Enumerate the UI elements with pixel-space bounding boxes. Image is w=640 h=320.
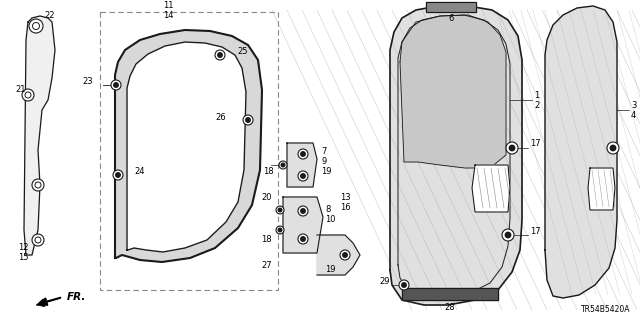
- Text: 9: 9: [321, 157, 326, 166]
- Circle shape: [298, 206, 308, 216]
- Circle shape: [402, 283, 406, 287]
- Polygon shape: [287, 143, 317, 187]
- Text: 14: 14: [163, 12, 173, 20]
- Text: 20: 20: [262, 194, 272, 203]
- Polygon shape: [283, 197, 323, 253]
- Polygon shape: [115, 30, 262, 262]
- Circle shape: [276, 206, 284, 214]
- Circle shape: [301, 237, 305, 241]
- Circle shape: [281, 163, 285, 167]
- Text: 7: 7: [321, 148, 326, 156]
- Circle shape: [278, 208, 282, 212]
- Text: 18: 18: [264, 167, 274, 177]
- Circle shape: [301, 174, 305, 178]
- Circle shape: [607, 142, 619, 154]
- Circle shape: [114, 83, 118, 87]
- Circle shape: [22, 89, 34, 101]
- Text: 6: 6: [448, 14, 454, 23]
- Text: TR54B5420A: TR54B5420A: [580, 305, 630, 314]
- Polygon shape: [400, 15, 506, 168]
- Polygon shape: [390, 6, 522, 305]
- Text: 26: 26: [216, 114, 226, 123]
- Circle shape: [25, 92, 31, 98]
- Text: 19: 19: [321, 167, 332, 177]
- Bar: [100, 12, 278, 290]
- Text: 24: 24: [134, 167, 145, 177]
- Text: 21: 21: [15, 85, 26, 94]
- Circle shape: [32, 234, 44, 246]
- Circle shape: [215, 50, 225, 60]
- Text: 3: 3: [631, 101, 636, 110]
- Circle shape: [218, 53, 222, 57]
- Circle shape: [116, 173, 120, 177]
- Text: 13: 13: [340, 194, 351, 203]
- Polygon shape: [402, 288, 498, 300]
- Text: 29: 29: [380, 277, 390, 286]
- Text: 25: 25: [237, 47, 248, 57]
- Text: 22: 22: [44, 12, 54, 20]
- Circle shape: [611, 145, 616, 151]
- Text: 18: 18: [261, 236, 272, 244]
- Polygon shape: [127, 42, 246, 252]
- Circle shape: [298, 234, 308, 244]
- Circle shape: [301, 209, 305, 213]
- Text: 2: 2: [534, 101, 540, 110]
- Text: 8: 8: [325, 205, 330, 214]
- Circle shape: [506, 232, 511, 238]
- Text: FR.: FR.: [67, 292, 86, 302]
- Text: 11: 11: [163, 2, 173, 11]
- Text: 19: 19: [325, 266, 335, 275]
- Polygon shape: [472, 165, 510, 212]
- Circle shape: [35, 182, 41, 188]
- Circle shape: [298, 171, 308, 181]
- Circle shape: [32, 179, 44, 191]
- Text: 17: 17: [530, 140, 541, 148]
- Circle shape: [298, 149, 308, 159]
- Circle shape: [506, 142, 518, 154]
- Polygon shape: [426, 2, 476, 12]
- Circle shape: [35, 237, 41, 243]
- Circle shape: [33, 22, 40, 29]
- Circle shape: [246, 118, 250, 122]
- Text: 17: 17: [530, 228, 541, 236]
- Circle shape: [340, 250, 350, 260]
- Circle shape: [276, 226, 284, 234]
- Circle shape: [279, 161, 287, 169]
- Text: 15: 15: [18, 253, 29, 262]
- Circle shape: [343, 253, 348, 257]
- Text: 12: 12: [18, 244, 29, 252]
- Circle shape: [502, 229, 514, 241]
- Text: 28: 28: [445, 303, 455, 313]
- Polygon shape: [317, 235, 360, 275]
- Text: 10: 10: [325, 215, 335, 225]
- Polygon shape: [588, 168, 615, 210]
- Circle shape: [113, 170, 123, 180]
- Circle shape: [301, 152, 305, 156]
- Circle shape: [243, 115, 253, 125]
- Circle shape: [111, 80, 121, 90]
- Text: 16: 16: [340, 203, 351, 212]
- Circle shape: [29, 19, 43, 33]
- Polygon shape: [24, 16, 55, 255]
- Text: 23: 23: [83, 77, 93, 86]
- Polygon shape: [545, 6, 617, 298]
- Circle shape: [278, 228, 282, 232]
- Circle shape: [509, 145, 515, 151]
- Circle shape: [399, 280, 409, 290]
- Text: 1: 1: [534, 92, 540, 100]
- Text: 4: 4: [631, 111, 636, 121]
- Text: 27: 27: [261, 260, 272, 269]
